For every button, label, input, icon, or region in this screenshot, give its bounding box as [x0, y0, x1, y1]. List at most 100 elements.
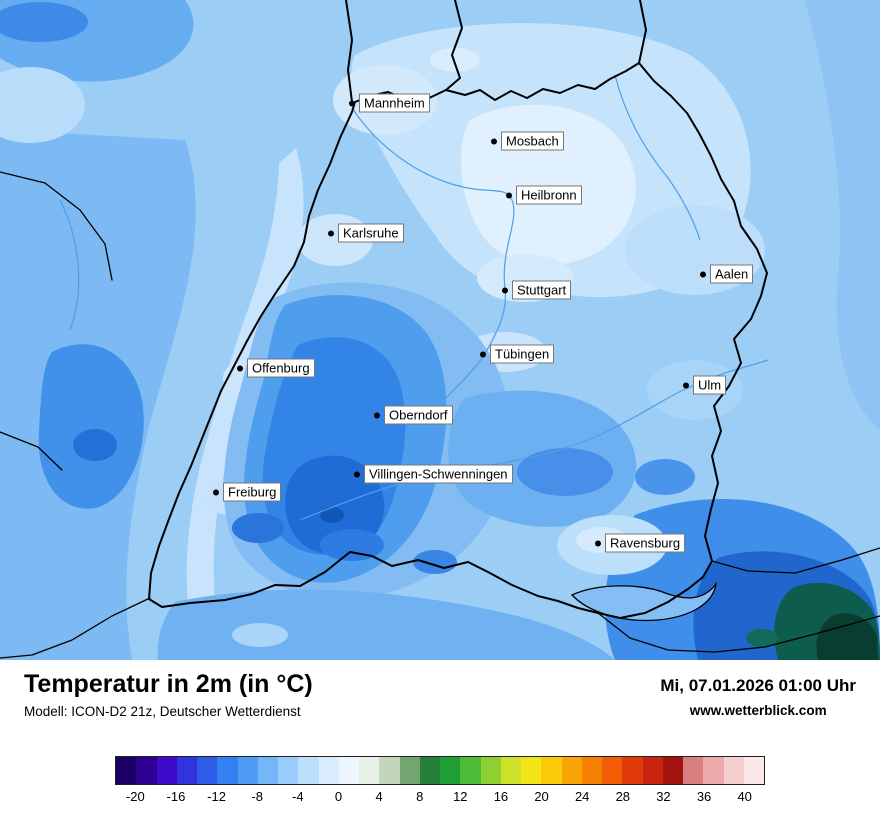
model-info: Modell: ICON-D2 21z, Deutscher Wetterdie… [24, 704, 301, 719]
colorbar-tick-label: 12 [453, 789, 468, 804]
city-marker: Karlsruhe [328, 223, 404, 243]
colorbar-segment [237, 757, 258, 784]
colorbar-segment [480, 757, 501, 784]
colorbar-segment [257, 757, 278, 784]
city-marker: Oberndorf [374, 405, 453, 425]
city-dot-icon [354, 471, 360, 477]
city-layer: Mannheim Mosbach Heilbronn Karlsruhe Aalen St… [213, 93, 754, 553]
colorbar-segment [723, 757, 744, 784]
colorbar-segment [399, 757, 420, 784]
colorbar-segment [642, 757, 663, 784]
colorbar-tick-label: 24 [574, 789, 590, 804]
colorbar-segment [662, 757, 683, 784]
colorbar-segment [419, 757, 440, 784]
city-marker: Offenburg [237, 358, 315, 378]
city-dot-icon [491, 138, 497, 144]
lake-constance [570, 581, 718, 622]
colorbar-tick-label: -20 [125, 789, 145, 804]
colorbar-segment [743, 757, 764, 784]
colorbar-segment [136, 757, 157, 784]
colorbar-segment [338, 757, 359, 784]
city-label: Villingen-Schwenningen [364, 464, 513, 484]
colorbar-segment [176, 757, 197, 784]
colorbar-segment [521, 757, 542, 784]
datetime-label: Mi, 07.01.2026 01:00 Uhr [660, 676, 856, 695]
colorbar-segment [622, 757, 643, 784]
page-title: Temperatur in 2m (in °C) [24, 670, 313, 698]
colorbar-tick-label: 40 [737, 789, 752, 804]
colorbar-segment [703, 757, 724, 784]
website-label: www.wetterblick.com [689, 703, 827, 718]
colorbar-tick-label: -16 [166, 789, 186, 804]
city-label: Ulm [693, 375, 727, 395]
border-lines [0, 0, 880, 659]
city-dot-icon [506, 192, 512, 198]
colorbar-segment [156, 757, 177, 784]
colorbar-segment [500, 757, 521, 784]
colorbar-segment [298, 757, 319, 784]
city-dot-icon [349, 100, 355, 106]
colorbar-segment [217, 757, 238, 784]
city-dot-icon [683, 382, 689, 388]
colorbar-gradient [115, 756, 765, 785]
city-marker: Ravensburg [595, 533, 686, 553]
city-label: Stuttgart [512, 280, 572, 300]
city-label: Oberndorf [384, 405, 453, 425]
city-label: Mosbach [501, 131, 564, 151]
colorbar-segment [440, 757, 461, 784]
colorbar-segment [602, 757, 623, 784]
city-marker: Stuttgart [502, 280, 572, 300]
colorbar-tick-label: -8 [251, 789, 263, 804]
city-marker: Ulm [683, 375, 727, 395]
colorbar-tick-labels: -20 -16 -12 -8 -4 0 4 8 12 16 20 24 28 32 36 40 [115, 789, 765, 807]
colorbar-segment [116, 757, 137, 784]
city-label: Ravensburg [605, 533, 686, 553]
colorbar-tick-label: 0 [334, 789, 343, 804]
colorbar-tick-label: 36 [696, 789, 712, 804]
city-marker: Heilbronn [506, 185, 582, 205]
city-marker: Mosbach [491, 131, 564, 151]
colorbar-tick-label: -12 [207, 789, 226, 804]
colorbar-tick-label: -4 [292, 789, 304, 804]
colorbar-segment [460, 757, 481, 784]
city-label: Tübingen [490, 344, 555, 364]
colorbar-segment [683, 757, 704, 784]
city-marker: Mannheim [349, 93, 430, 113]
temperature-map-svg [0, 0, 880, 660]
city-label: Offenburg [247, 358, 315, 378]
temperature-colorbar: -20 -16 -12 -8 -4 0 4 8 12 16 20 24 28 32 36 40 [115, 756, 765, 807]
city-label: Mannheim [359, 93, 430, 113]
colorbar-tick-label: 32 [656, 789, 671, 804]
city-label: Aalen [710, 264, 754, 284]
city-dot-icon [213, 489, 219, 495]
colorbar-tick-label: 20 [534, 789, 549, 804]
colorbar-segment [359, 757, 380, 784]
city-dot-icon [237, 365, 243, 371]
colorbar-segment [379, 757, 400, 784]
city-marker: Tübingen [480, 344, 555, 364]
colorbar-segment [581, 757, 602, 784]
colorbar-segment [197, 757, 218, 784]
colorbar-tick-label: 4 [375, 789, 383, 804]
city-dot-icon [502, 287, 508, 293]
city-label: Freiburg [223, 482, 282, 502]
footer-right: Mi, 07.01.2026 01:00 Uhr www.wetterblick… [660, 676, 856, 718]
city-dot-icon [328, 230, 334, 236]
footer-left: Temperatur in 2m (in °C) Modell: ICON-D2… [24, 670, 313, 719]
city-marker: Villingen-Schwenningen [354, 464, 513, 484]
colorbar-tick-label: 8 [416, 789, 424, 804]
colorbar-tick-label: 16 [493, 789, 509, 804]
colorbar-segment [561, 757, 582, 784]
colorbar-segment [318, 757, 339, 784]
colorbar-segment [278, 757, 299, 784]
colorbar-segment [541, 757, 562, 784]
city-label: Karlsruhe [338, 223, 404, 243]
colorbar-tick-label: 28 [615, 789, 631, 804]
city-label: Heilbronn [516, 185, 582, 205]
city-dot-icon [480, 351, 486, 357]
city-marker: Aalen [700, 264, 754, 284]
city-dot-icon [595, 540, 601, 546]
temperature-field [0, 0, 880, 660]
city-dot-icon [700, 271, 706, 277]
